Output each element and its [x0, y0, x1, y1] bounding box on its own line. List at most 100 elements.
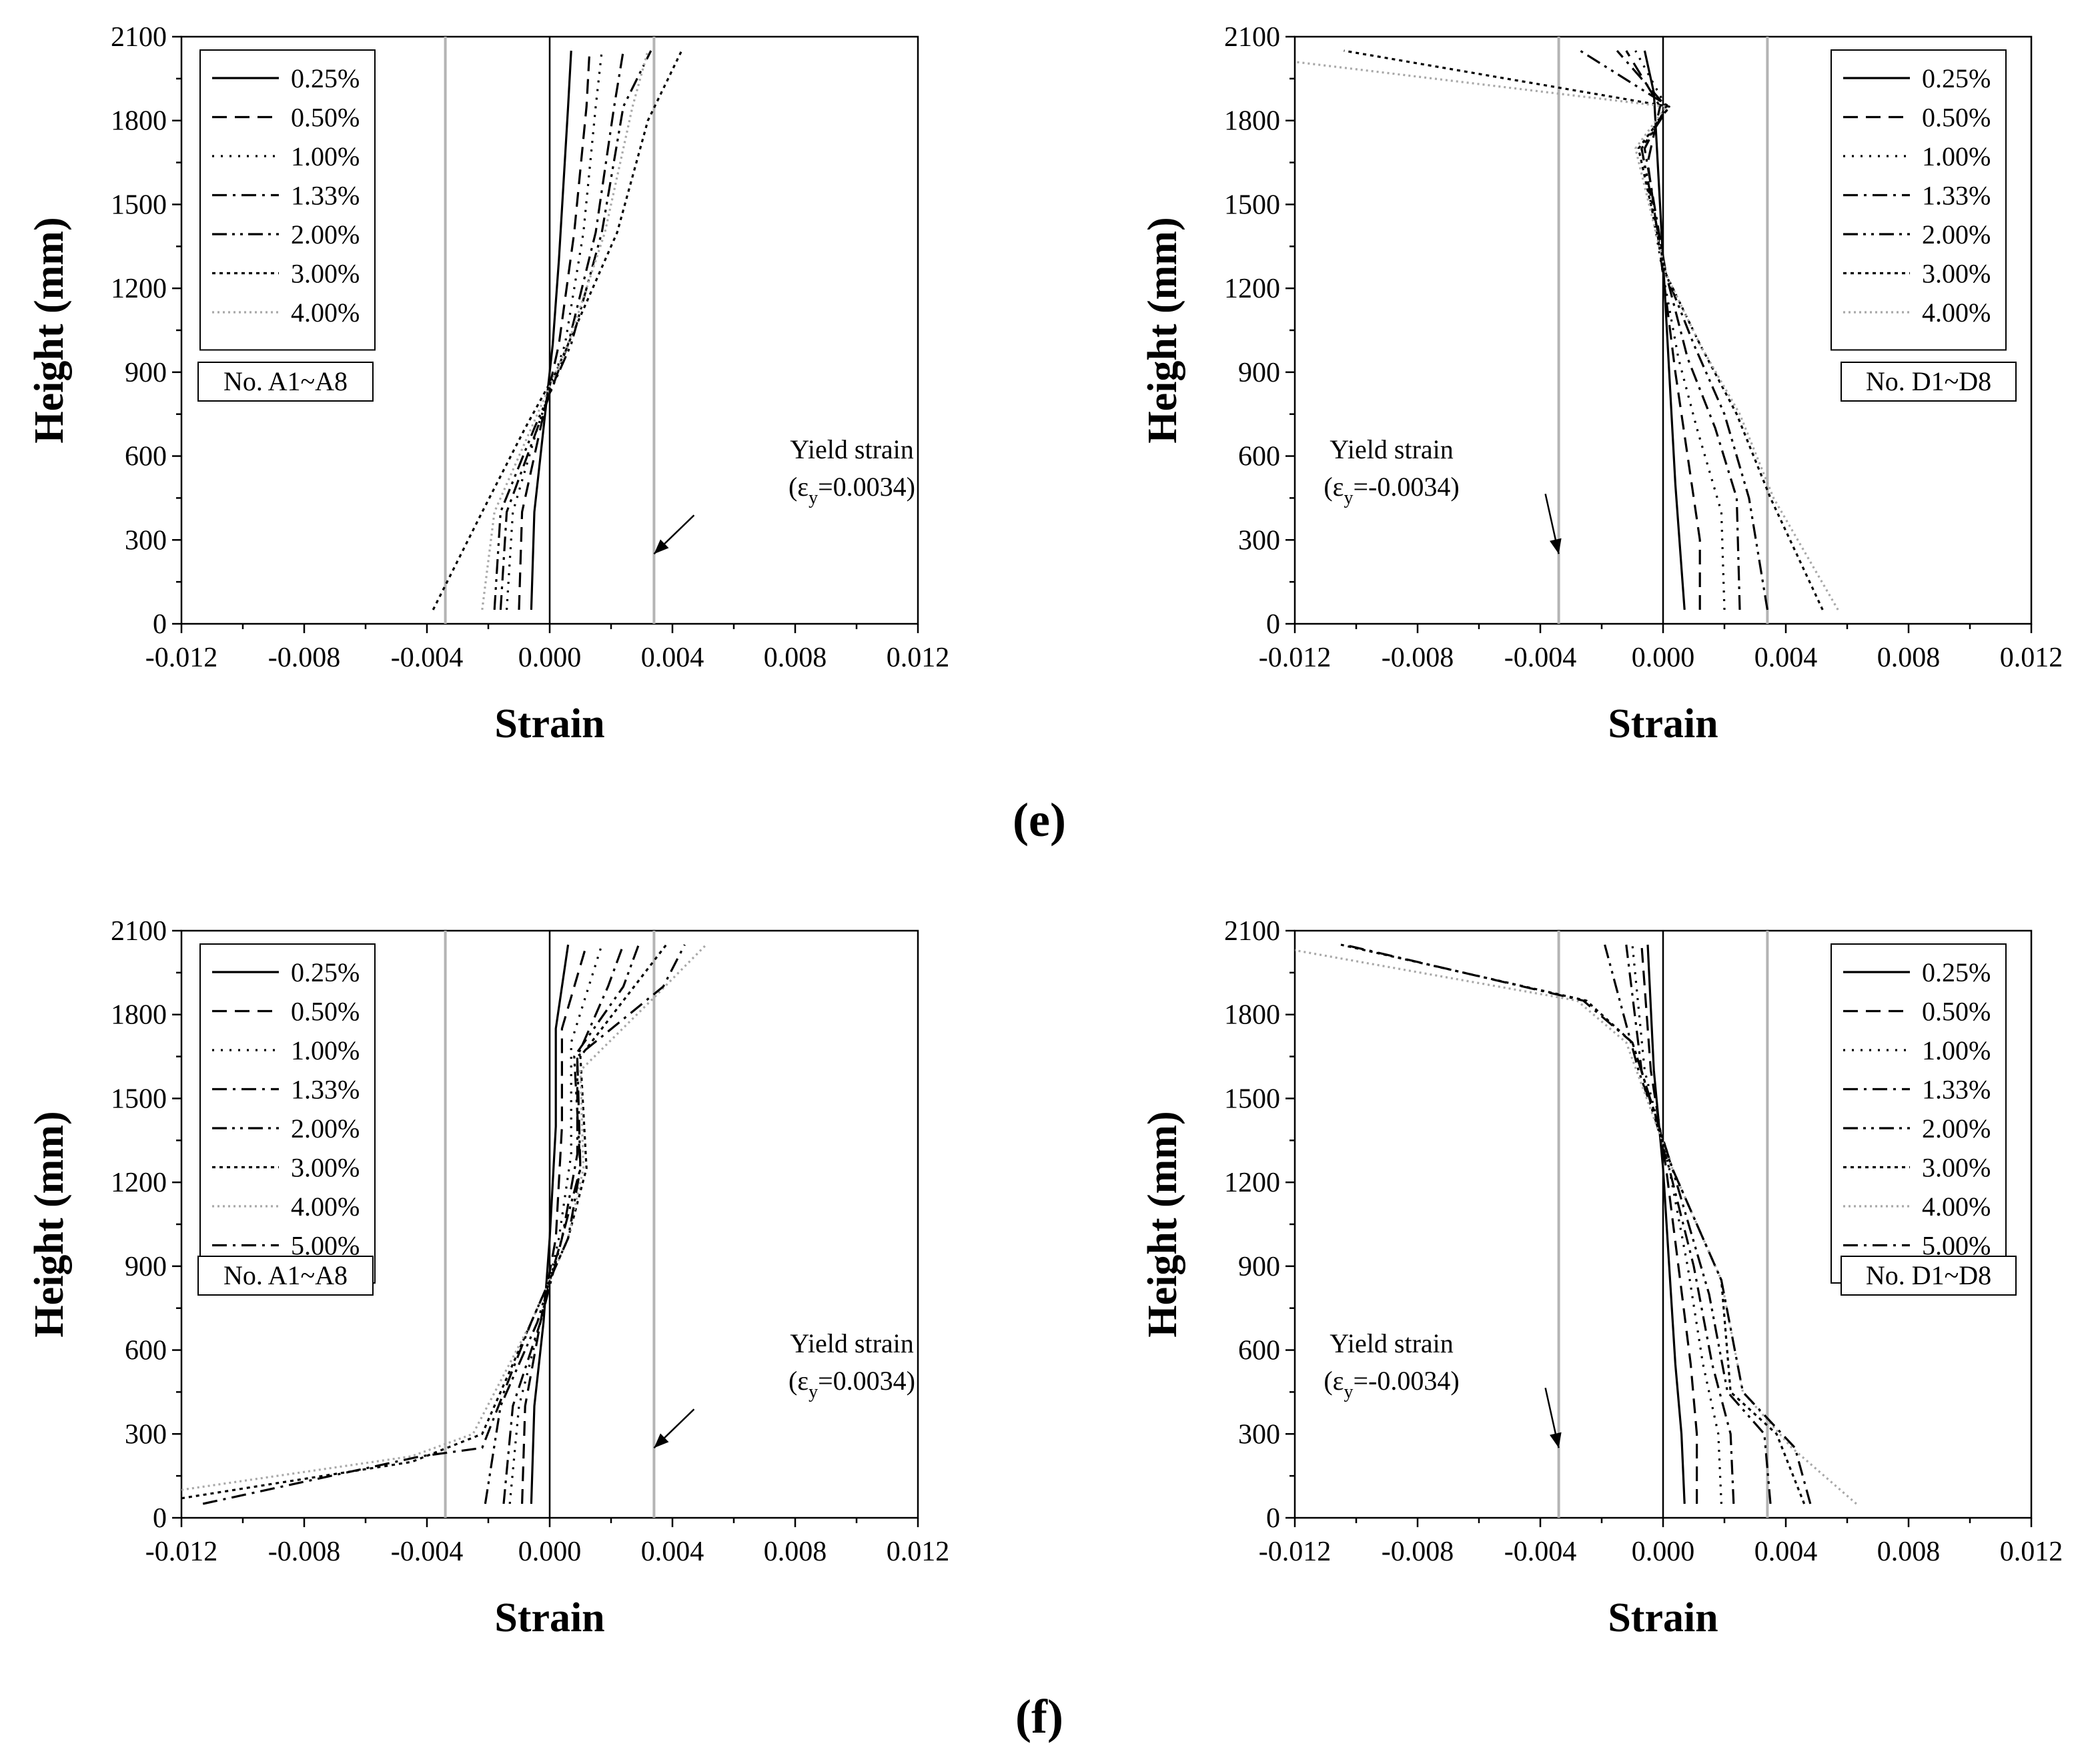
series-line-0.50%: [518, 50, 591, 610]
y-tick-label: 600: [1238, 1336, 1280, 1366]
legend-label: 0.50%: [1922, 997, 1991, 1027]
y-tick-label: 1200: [111, 274, 167, 304]
legend-label: 0.50%: [291, 103, 360, 133]
specimen-label-box: [197, 1256, 374, 1296]
series-line-0.50%: [521, 944, 588, 1504]
x-tick-label: 0.012: [2000, 1536, 2063, 1567]
x-tick-label: -0.012: [145, 642, 218, 673]
series-line-4.00%: [1295, 61, 1839, 610]
series-line-1.00%: [508, 944, 603, 1504]
legend-box: [199, 49, 376, 351]
chart-f-left: -0.012 -0.008 -0.004 0.000 0.004 0.008 0.012 0 3…: [27, 916, 949, 1641]
series-group: [1295, 943, 1857, 1505]
specimen-label: No. D1~D8: [1866, 366, 1991, 396]
x-tick-label: 0.008: [1877, 1536, 1941, 1567]
x-tick-label: -0.012: [145, 1536, 218, 1567]
series-line-1.00%: [506, 50, 603, 610]
x-tick-label: -0.012: [1259, 1536, 1332, 1567]
y-tick-label: 900: [1238, 358, 1280, 388]
series-line-1.33%: [499, 50, 624, 610]
y-axis-title: Height (mm): [1140, 1111, 1185, 1337]
x-tick-label: 0.004: [641, 642, 704, 673]
specimen-label: No. D1~D8: [1866, 1260, 1991, 1290]
y-tick-label: 600: [125, 442, 167, 472]
series-line-0.50%: [1640, 944, 1698, 1504]
y-tick-label: 300: [1238, 1419, 1280, 1450]
series-line-0.25%: [530, 50, 572, 610]
specimen-label: No. A1~A8: [223, 1260, 348, 1290]
series-line-1.33%: [502, 944, 624, 1504]
x-tick-label: 0.012: [887, 642, 950, 673]
legend-label: 1.33%: [291, 1075, 360, 1105]
legend-label: 3.00%: [1922, 1153, 1991, 1183]
y-tick-label: 0: [153, 1503, 167, 1534]
y-tick-label: 2100: [1224, 916, 1280, 947]
x-tick-label: 0.012: [887, 1536, 950, 1567]
x-tick-label: -0.008: [268, 1536, 341, 1567]
specimen-label-box: [1841, 362, 2017, 402]
legend-label: 4.00%: [291, 298, 360, 328]
series-line-1.33%: [1616, 49, 1741, 610]
legend-label: 0.25%: [1922, 957, 1991, 987]
y-axis-title: Height (mm): [27, 1111, 72, 1337]
y-tick-label: 300: [125, 1419, 167, 1450]
series-line-4.00%: [481, 50, 649, 610]
x-tick-label: -0.008: [1382, 642, 1454, 673]
x-tick-label: 0.004: [1754, 1536, 1818, 1567]
series-line-2.00%: [493, 50, 652, 610]
legend-label: 4.00%: [291, 1192, 360, 1222]
legend-label: 0.25%: [1922, 63, 1991, 93]
chart-f-right: -0.012 -0.008 -0.004 0.000 0.004 0.008 0.012 0 3…: [1140, 916, 2063, 1641]
y-tick-label: 1200: [1224, 1168, 1280, 1198]
legend-label: 3.00%: [291, 1153, 360, 1183]
legend-label: 1.00%: [1922, 1035, 1991, 1065]
x-axis-title: Strain: [494, 701, 604, 747]
legend-label: 2.00%: [291, 219, 360, 250]
y-axis-title: Height (mm): [27, 217, 72, 443]
series-group: [1295, 49, 1839, 610]
legend-label: 1.33%: [1922, 1075, 1991, 1105]
y-tick-label: 600: [1238, 442, 1280, 472]
chart-e-left: -0.012 -0.008 -0.004 0.000 0.004 0.008 0.012 0 3…: [27, 22, 949, 747]
series-line-1.00%: [1631, 944, 1722, 1504]
y-tick-label: 900: [125, 358, 167, 388]
x-tick-label: -0.008: [1382, 1536, 1454, 1567]
legend-label: 4.00%: [1922, 1192, 1991, 1222]
y-tick-label: 0: [1266, 1503, 1280, 1534]
y-tick-label: 0: [153, 609, 167, 640]
yield-annotation-title: Yield strain: [790, 1328, 914, 1358]
legend-label: 2.00%: [291, 1114, 360, 1144]
y-tick-label: 1200: [1224, 274, 1280, 304]
y-tick-label: 900: [1238, 1252, 1280, 1282]
series-line-5.00%: [1344, 943, 1812, 1504]
x-tick-label: 0.000: [1632, 642, 1695, 673]
series-line-5.00%: [202, 944, 686, 1505]
y-tick-label: 1800: [111, 1000, 167, 1031]
panel-label-f: (f): [1015, 1690, 1063, 1743]
yield-arrow-head: [1550, 1432, 1562, 1448]
series-line-4.00%: [1295, 949, 1857, 1505]
y-tick-label: 2100: [111, 22, 167, 53]
y-tick-label: 1800: [1224, 1000, 1280, 1031]
yield-arrow-head: [1550, 538, 1562, 554]
legend-label: 3.00%: [1922, 259, 1991, 289]
x-tick-label: 0.008: [1877, 642, 1941, 673]
y-tick-label: 2100: [111, 916, 167, 947]
x-tick-label: 0.004: [641, 1536, 704, 1567]
x-axis-title: Strain: [1608, 1595, 1718, 1641]
legend-label: 1.00%: [1922, 141, 1991, 171]
legend-box: [1831, 943, 2007, 1284]
legend-label: 0.25%: [291, 63, 360, 93]
yield-arrow-head: [654, 1433, 669, 1448]
series-line-3.00%: [1344, 49, 1824, 610]
x-tick-label: -0.012: [1259, 642, 1332, 673]
series-line-0.25%: [1646, 944, 1686, 1504]
x-tick-label: -0.004: [391, 1536, 464, 1567]
x-tick-label: 0.000: [518, 1536, 582, 1567]
yield-annotation-title: Yield strain: [1330, 1328, 1454, 1358]
yield-annotation-value: (εy=0.0034): [789, 1366, 915, 1402]
legend-label: 1.33%: [291, 181, 360, 211]
series-line-0.25%: [530, 944, 570, 1504]
series-group: [432, 50, 683, 610]
x-tick-label: -0.004: [1504, 642, 1577, 673]
